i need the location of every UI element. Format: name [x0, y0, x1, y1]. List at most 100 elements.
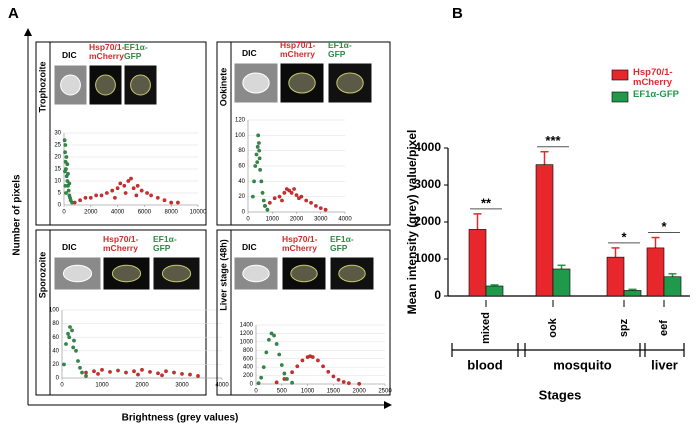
panel-label: A — [8, 5, 19, 22]
point — [78, 198, 83, 203]
y-tick-label: 0 — [56, 376, 60, 382]
point — [294, 193, 299, 198]
point — [318, 206, 323, 211]
group-label: liver — [651, 357, 678, 372]
bar — [552, 268, 571, 297]
point — [62, 362, 66, 367]
stage-label: Sporozoite — [37, 252, 47, 299]
arrow-head — [24, 28, 32, 36]
point — [135, 183, 140, 188]
point — [290, 370, 295, 375]
bar — [646, 247, 665, 297]
x-tick-label: 2500 — [378, 389, 392, 395]
y-tick-label: 25 — [54, 143, 61, 149]
x-tick-label: 4000 — [338, 217, 352, 223]
point — [62, 138, 67, 143]
point — [280, 198, 284, 203]
x-tick-label: 10000 — [190, 210, 207, 216]
y-tick-label: 600 — [243, 356, 254, 362]
bar — [535, 164, 554, 297]
point — [255, 144, 260, 149]
stage-label: Trophozoite — [37, 62, 47, 113]
point — [279, 363, 284, 367]
point — [250, 194, 255, 199]
point — [63, 143, 68, 147]
point — [66, 188, 71, 193]
cell-outline — [288, 72, 316, 94]
image-label: DIC — [242, 242, 257, 252]
point — [108, 369, 112, 374]
point — [126, 179, 131, 183]
y-axis-label: Number of pixels — [12, 174, 23, 256]
point — [269, 331, 274, 336]
y-axis-label: Mean intensity (grey) value/pixel — [405, 130, 419, 315]
point — [63, 150, 68, 155]
y-tick-label: 15 — [54, 167, 61, 173]
y-tick-label: 0 — [250, 382, 254, 388]
point — [310, 355, 315, 359]
point — [274, 380, 279, 385]
image-label: Hsp70/1- mCherry — [282, 234, 318, 253]
point — [145, 191, 150, 195]
legend-swatch — [611, 91, 629, 103]
significance: ** — [481, 195, 492, 210]
point — [100, 367, 104, 372]
point — [65, 179, 70, 183]
point — [264, 350, 269, 355]
cell-outline — [60, 74, 81, 96]
x-tick-label: 2000 — [135, 383, 149, 389]
point — [259, 179, 264, 184]
image-label: EF1α- GFP — [153, 234, 177, 253]
stage-label: Ookinete — [218, 68, 228, 107]
point — [341, 379, 346, 384]
point — [68, 325, 72, 329]
image-label: EF1α- GFP — [330, 234, 354, 253]
point — [196, 374, 200, 378]
point — [257, 156, 262, 161]
point — [295, 364, 300, 369]
point — [277, 194, 282, 199]
point — [118, 181, 123, 186]
point — [285, 376, 289, 381]
x-tick-label: 3000 — [175, 383, 189, 389]
point — [261, 365, 266, 370]
point — [156, 371, 160, 376]
point — [255, 160, 260, 165]
point — [66, 331, 70, 336]
x-tick-label: 1500 — [327, 389, 341, 395]
cell-outline — [111, 264, 142, 283]
image-label: DIC — [62, 50, 77, 60]
image-label: Hsp70/1- mCherry — [280, 40, 316, 59]
point — [267, 200, 272, 205]
y-tick-label: 0 — [58, 203, 62, 209]
x-axis-label: Stages — [539, 387, 582, 402]
stage-label: Liver stage (48h) — [218, 239, 228, 311]
point — [129, 176, 133, 181]
point — [155, 195, 160, 200]
point — [84, 374, 88, 378]
x-tick-label: 2000 — [84, 210, 98, 216]
y-tick-label: 20 — [54, 155, 61, 161]
panel-frame — [35, 229, 207, 396]
point — [131, 186, 136, 191]
panel-frame — [216, 229, 391, 396]
cell-outline — [336, 72, 364, 94]
point — [315, 358, 320, 363]
point — [139, 188, 144, 193]
point — [132, 369, 136, 374]
point — [274, 342, 279, 346]
significance: * — [621, 229, 627, 244]
point — [64, 155, 69, 159]
point — [164, 369, 168, 374]
point — [261, 198, 266, 203]
point — [323, 207, 328, 212]
point — [282, 190, 287, 195]
y-tick-label: 800 — [243, 348, 254, 354]
x-tick-label: 8000 — [165, 210, 179, 216]
x-tick-label: 0 — [60, 383, 64, 389]
y-tick-label: 40 — [52, 348, 59, 354]
x-tick-label: eef — [658, 320, 670, 336]
y-tick-label: 20 — [52, 362, 59, 368]
